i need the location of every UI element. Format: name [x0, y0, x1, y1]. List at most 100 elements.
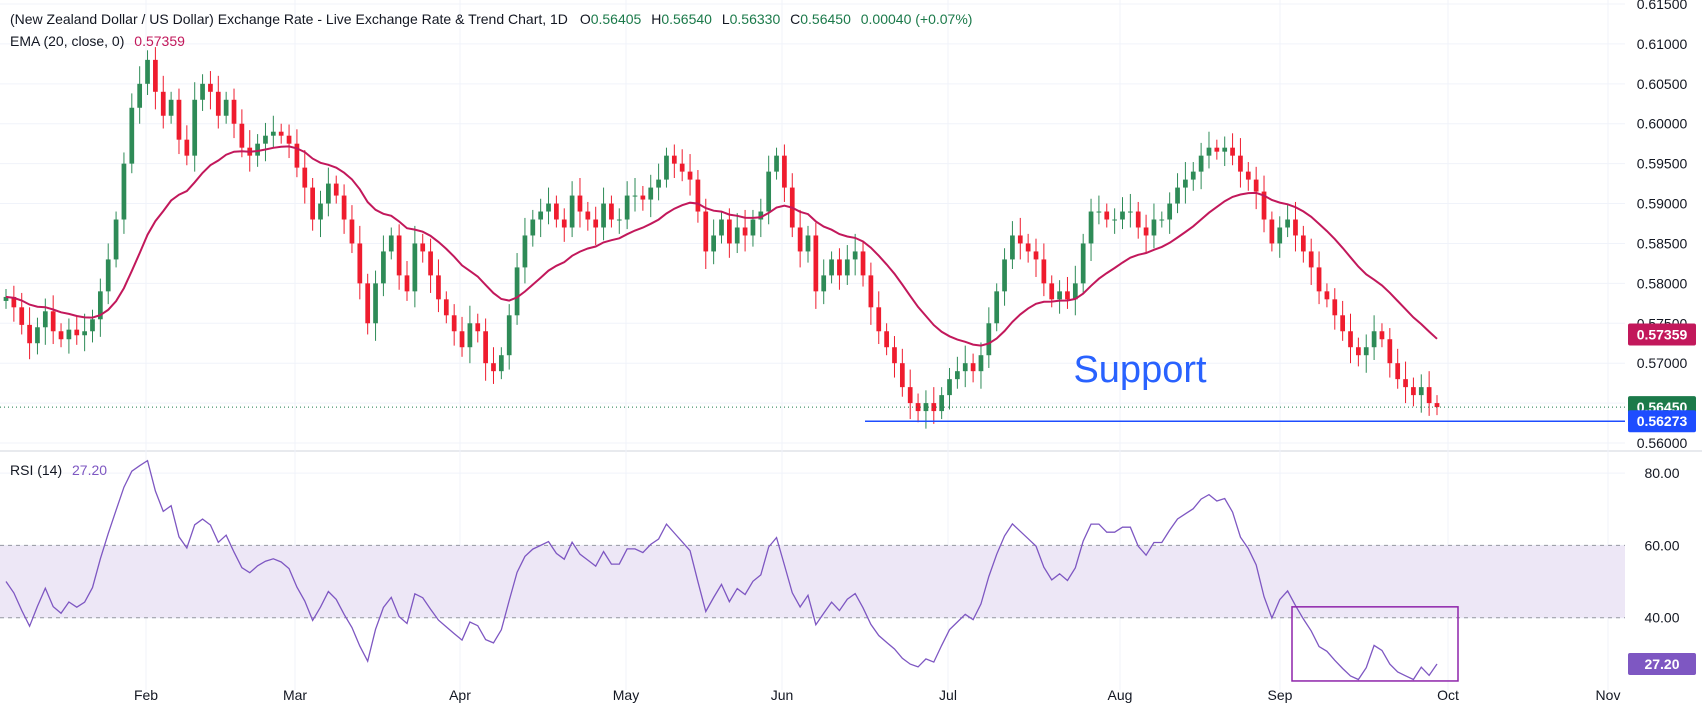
rsi-badge: 27.20	[1644, 656, 1679, 672]
candle-body	[1245, 171, 1251, 180]
candle-body	[1135, 211, 1141, 228]
candle-body	[994, 291, 1000, 324]
candle-body	[860, 251, 866, 276]
candle-body	[813, 235, 819, 292]
candle-body	[923, 403, 929, 412]
candle-body	[436, 275, 441, 300]
rsi-line	[5, 459, 1459, 682]
candle-body	[1065, 291, 1070, 300]
candle-body	[443, 299, 449, 316]
price-tick-label: 0.60000	[1637, 116, 1688, 132]
candle-body	[145, 59, 150, 84]
open-value: 0.56405	[590, 11, 642, 27]
candle-body	[1363, 347, 1369, 356]
candle-body	[1214, 147, 1220, 152]
candle-body	[121, 163, 127, 220]
rsi-legend: RSI (14) 27.20	[10, 462, 107, 478]
candle-body	[955, 371, 960, 380]
candle-body	[734, 227, 740, 244]
rsi-label: RSI (14)	[10, 462, 63, 478]
x-tick-label: Feb	[134, 687, 158, 703]
candle-body	[286, 135, 292, 144]
candle-body	[255, 143, 260, 156]
candle-body	[1206, 147, 1212, 156]
ema-line	[5, 145, 1438, 347]
candle-body	[50, 311, 56, 332]
candle-body	[829, 259, 834, 276]
candle-body	[82, 331, 87, 336]
candle-body	[278, 131, 284, 136]
candle-body	[1285, 219, 1290, 228]
candle-body	[1112, 219, 1117, 221]
candle-body	[837, 259, 842, 276]
candle-body	[1356, 347, 1361, 356]
candle-body	[1269, 219, 1275, 244]
close-label: C	[790, 11, 801, 27]
ema-value: 0.57359	[134, 33, 185, 49]
candle-body	[1025, 243, 1031, 252]
candle-body	[1010, 235, 1015, 260]
x-tick-label: Jul	[939, 687, 957, 703]
candle-body	[326, 183, 331, 204]
x-tick-label: Nov	[1596, 687, 1621, 703]
candle-body	[844, 259, 850, 276]
candle-body	[522, 235, 528, 268]
candle-body	[1096, 211, 1102, 213]
candle-body	[223, 99, 229, 116]
candle-body	[27, 324, 32, 344]
candle-body	[491, 363, 496, 372]
candle-body	[1175, 187, 1180, 204]
candle-body	[160, 91, 166, 116]
support-annotation: Support	[1073, 349, 1207, 391]
candle-body	[978, 355, 984, 372]
candle-body	[1049, 283, 1055, 300]
rsi-band	[0, 544, 1625, 619]
support-line	[0, 406, 1625, 422]
candle-body	[192, 99, 198, 156]
candle-body	[105, 259, 111, 292]
candle-body	[35, 327, 40, 344]
candle-body	[19, 307, 25, 325]
candle-body	[766, 171, 772, 212]
candle-body	[208, 83, 213, 92]
candle-body	[333, 183, 339, 196]
candle-body	[1230, 147, 1235, 156]
candle-body	[758, 211, 764, 220]
chart-header: (New Zealand Dollar / US Dollar) Exchang…	[10, 11, 972, 27]
candle-body	[349, 219, 355, 244]
candle-body	[420, 243, 426, 252]
candle-body	[962, 363, 968, 372]
rsi-badge-bg	[1628, 652, 1696, 675]
candle-body	[939, 395, 945, 412]
candle-body	[168, 99, 174, 116]
ema-path	[5, 145, 1438, 347]
candle-body	[703, 211, 709, 252]
candle-body	[671, 155, 677, 164]
candle-body	[1072, 283, 1078, 300]
candle-body	[90, 319, 95, 332]
x-tick-label: May	[613, 687, 639, 703]
low-value: 0.56330	[729, 11, 781, 27]
candle-body	[656, 179, 661, 188]
candle-body	[884, 331, 889, 348]
candle-body	[711, 235, 716, 252]
open-label: O	[579, 11, 591, 27]
candle-body	[137, 83, 143, 108]
candle-body	[986, 323, 992, 356]
candle-body	[1238, 155, 1243, 172]
candle-body	[294, 143, 300, 168]
candle-body	[1080, 243, 1086, 284]
candle-body	[727, 219, 732, 244]
rsi-tick-label: 80.00	[1644, 465, 1679, 481]
candle-body	[1403, 379, 1408, 388]
chart-title: (New Zealand Dollar / US Dollar) Exchang…	[10, 11, 568, 27]
candle-body	[1222, 147, 1228, 152]
candle-body	[632, 195, 638, 197]
rsi-highlight-box	[1291, 606, 1459, 682]
candle-body	[1190, 171, 1196, 180]
price-tick-label: 0.58000	[1637, 275, 1688, 291]
candle-body	[215, 91, 221, 116]
candle-body	[1088, 211, 1094, 244]
candle-body	[742, 227, 748, 236]
candle-body	[200, 83, 205, 100]
